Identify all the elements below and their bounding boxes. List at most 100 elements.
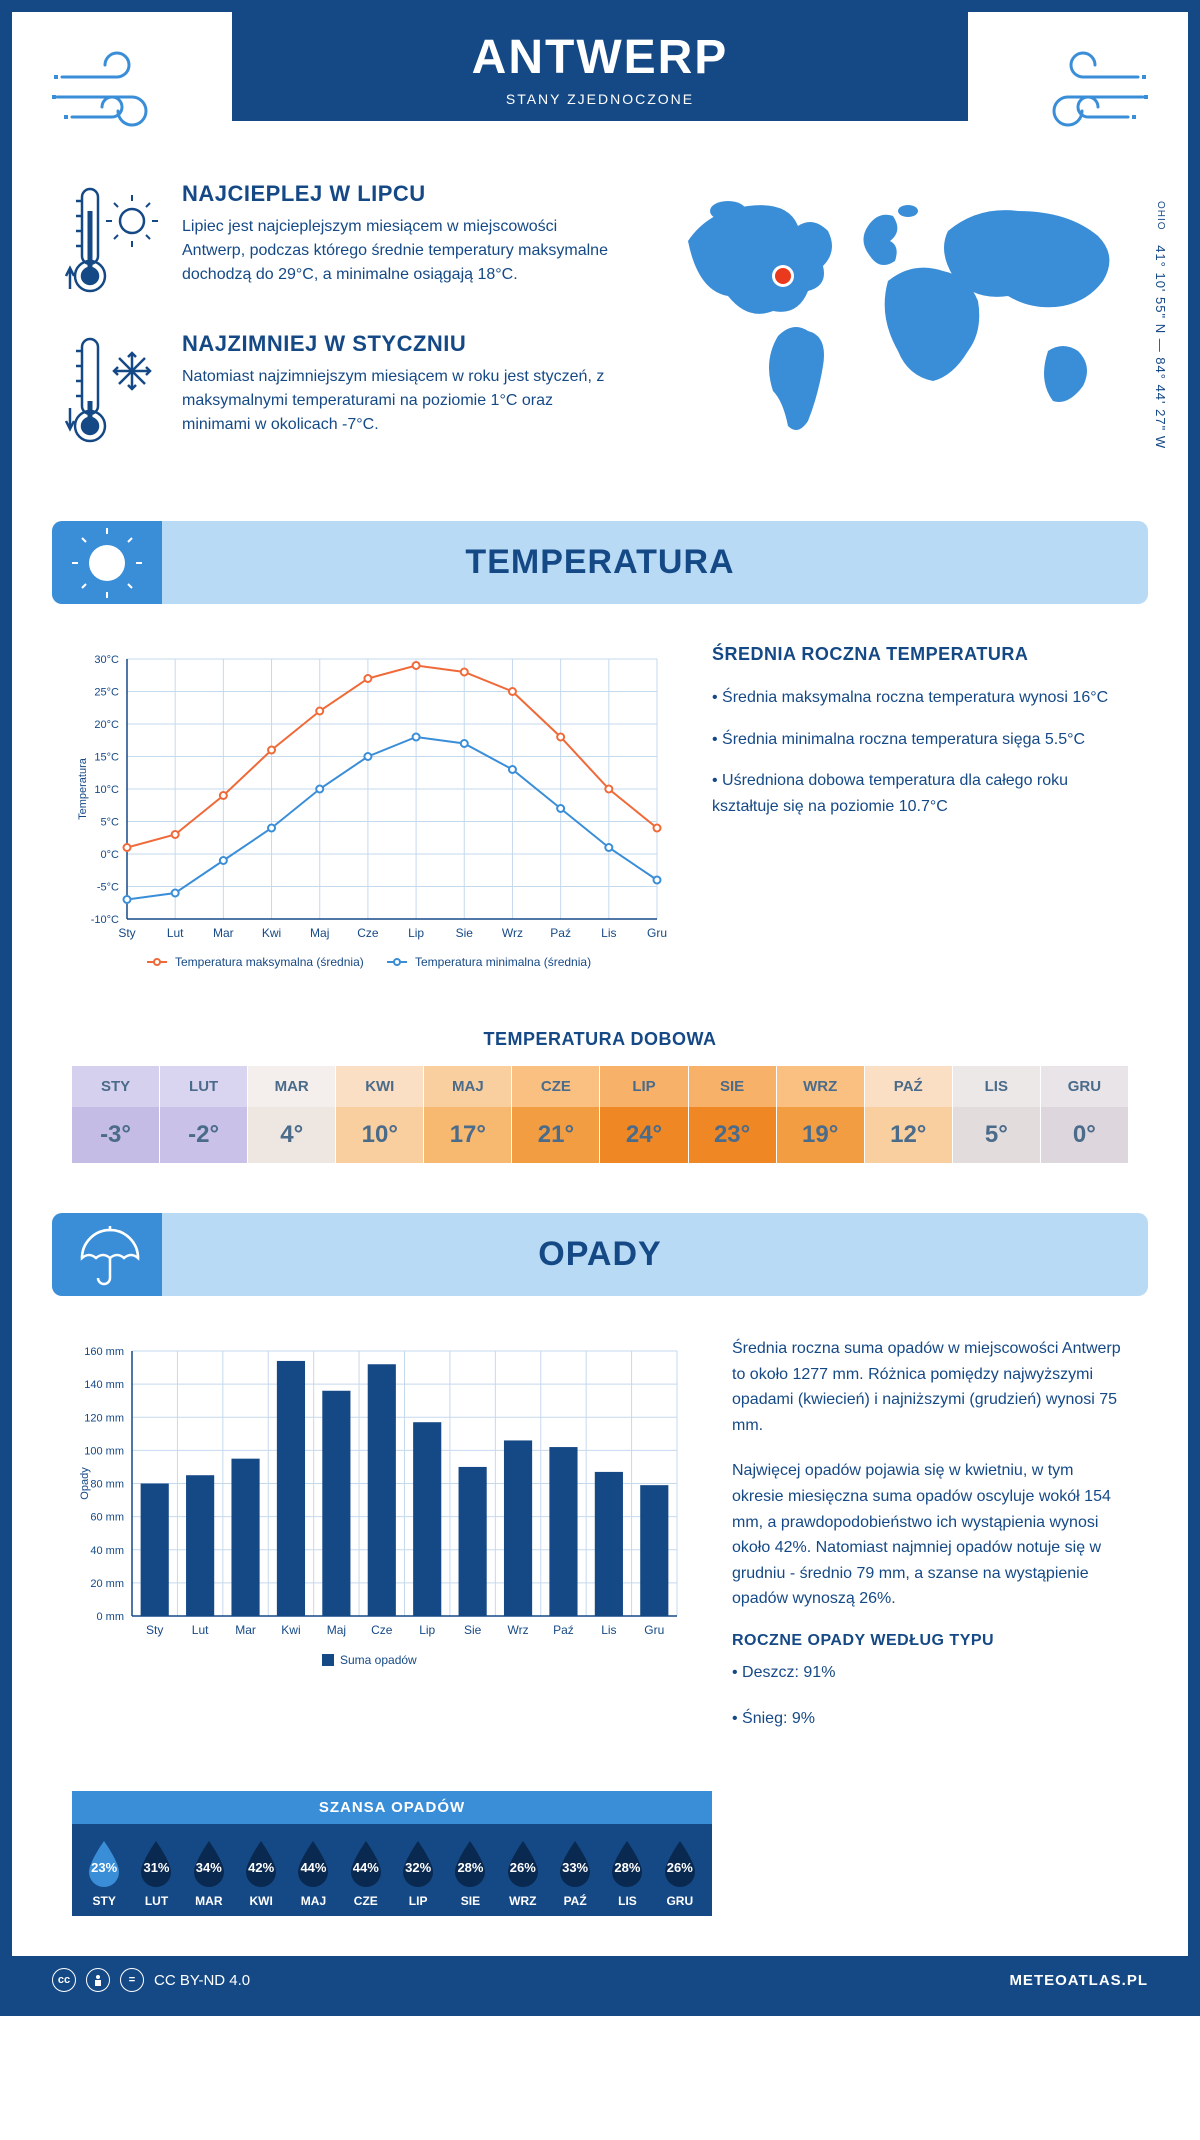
svg-text:-10°C: -10°C	[91, 914, 119, 926]
svg-text:Temperatura: Temperatura	[77, 757, 89, 820]
coordinates: OHIO 41° 10' 55" N — 84° 44' 27" W	[1153, 201, 1168, 449]
precipitation-info: Średnia roczna suma opadów w miejscowośc…	[732, 1336, 1128, 1751]
sun-icon	[52, 521, 162, 604]
svg-text:0°C: 0°C	[101, 849, 120, 861]
chance-cell: 42% KWI	[237, 1838, 285, 1908]
coldest-title: NAJZIMNIEJ W STYCZNIU	[182, 331, 618, 357]
title-banner: ANTWERP STANY ZJEDNOCZONE	[232, 12, 968, 121]
thermometer-cold-icon	[62, 331, 162, 451]
svg-text:5°C: 5°C	[101, 817, 120, 829]
country-subtitle: STANY ZJEDNOCZONE	[252, 91, 948, 107]
chance-cell: 33% PAŹ	[551, 1838, 599, 1908]
chance-cell: 23% STY	[80, 1838, 128, 1908]
svg-text:0 mm: 0 mm	[97, 1611, 125, 1623]
daily-cell: MAJ 17°	[424, 1066, 511, 1163]
world-map-icon	[658, 181, 1138, 461]
thermometer-hot-icon	[62, 181, 162, 301]
svg-text:Paź: Paź	[553, 1623, 574, 1637]
license-text: CC BY-ND 4.0	[154, 1972, 250, 1989]
svg-text:Lut: Lut	[167, 926, 184, 940]
footer: cc = CC BY-ND 4.0 METEOATLAS.PL	[12, 1956, 1188, 2004]
svg-text:Mar: Mar	[235, 1623, 256, 1637]
chance-cell: 44% MAJ	[289, 1838, 337, 1908]
header: ANTWERP STANY ZJEDNOCZONE	[12, 12, 1188, 161]
svg-text:120 mm: 120 mm	[84, 1412, 124, 1424]
daily-cell: STY -3°	[72, 1066, 159, 1163]
chance-cell: 44% CZE	[342, 1838, 390, 1908]
chance-cell: 26% WRZ	[499, 1838, 547, 1908]
svg-text:10°C: 10°C	[94, 784, 119, 796]
precipitation-chance-box: SZANSA OPADÓW 23% STY 31% LUT 34% MAR 42…	[72, 1791, 712, 1916]
wind-swirl-icon	[1008, 42, 1148, 142]
svg-text:Opady: Opady	[79, 1467, 91, 1500]
chance-cell: 28% SIE	[446, 1838, 494, 1908]
svg-text:Sie: Sie	[464, 1623, 482, 1637]
svg-text:Lis: Lis	[601, 926, 616, 940]
warmest-title: NAJCIEPLEJ W LIPCU	[182, 181, 618, 207]
svg-text:Maj: Maj	[327, 1623, 346, 1637]
svg-text:Lip: Lip	[419, 1623, 435, 1637]
svg-text:Cze: Cze	[371, 1623, 393, 1637]
by-icon	[86, 1968, 110, 1992]
svg-text:25°C: 25°C	[94, 687, 119, 699]
svg-text:15°C: 15°C	[94, 752, 119, 764]
chance-cell: 32% LIP	[394, 1838, 442, 1908]
svg-text:Wrz: Wrz	[502, 926, 523, 940]
svg-text:20 mm: 20 mm	[90, 1578, 124, 1590]
svg-text:Temperatura minimalna (średnia: Temperatura minimalna (średnia)	[415, 955, 591, 969]
svg-text:160 mm: 160 mm	[84, 1346, 124, 1358]
intro-section: NAJCIEPLEJ W LIPCU Lipiec jest najcieple…	[12, 161, 1188, 521]
daily-cell: MAR 4°	[248, 1066, 335, 1163]
coldest-text: Natomiast najzimniejszym miesiącem w rok…	[182, 365, 618, 437]
daily-cell: LIS 5°	[953, 1066, 1040, 1163]
daily-cell: GRU 0°	[1041, 1066, 1128, 1163]
svg-text:-5°C: -5°C	[97, 882, 119, 894]
daily-temp-table: STY -3° LUT -2° MAR 4° KWI 10° MAJ 17° C…	[72, 1066, 1128, 1163]
svg-text:60 mm: 60 mm	[90, 1512, 124, 1524]
svg-text:100 mm: 100 mm	[84, 1445, 124, 1457]
svg-text:Lut: Lut	[192, 1623, 209, 1637]
svg-text:Sie: Sie	[456, 926, 474, 940]
svg-text:140 mm: 140 mm	[84, 1379, 124, 1391]
svg-text:80 mm: 80 mm	[90, 1479, 124, 1491]
warmest-text: Lipiec jest najcieplejszym miesiącem w m…	[182, 215, 618, 287]
temperature-info: ŚREDNIA ROCZNA TEMPERATURA • Średnia mak…	[712, 644, 1128, 989]
daily-cell: CZE 21°	[512, 1066, 599, 1163]
section-title: TEMPERATURA	[72, 543, 1128, 582]
svg-text:Suma opadów: Suma opadów	[340, 1653, 417, 1667]
svg-text:Paź: Paź	[550, 926, 571, 940]
svg-text:Wrz: Wrz	[507, 1623, 528, 1637]
daily-cell: LUT -2°	[160, 1066, 247, 1163]
daily-cell: WRZ 19°	[777, 1066, 864, 1163]
svg-text:Gru: Gru	[647, 926, 667, 940]
svg-text:20°C: 20°C	[94, 719, 119, 731]
svg-text:Lip: Lip	[408, 926, 424, 940]
cc-icon: cc	[52, 1968, 76, 1992]
daily-temp-title: TEMPERATURA DOBOWA	[12, 1029, 1188, 1050]
svg-text:Kwi: Kwi	[262, 926, 281, 940]
precipitation-banner: OPADY	[52, 1213, 1148, 1296]
chance-cell: 34% MAR	[185, 1838, 233, 1908]
city-title: ANTWERP	[252, 30, 948, 85]
svg-text:Maj: Maj	[310, 926, 329, 940]
svg-text:40 mm: 40 mm	[90, 1545, 124, 1557]
svg-text:Temperatura maksymalna (średni: Temperatura maksymalna (średnia)	[175, 955, 364, 969]
svg-text:Sty: Sty	[146, 1623, 163, 1637]
svg-text:30°C: 30°C	[94, 654, 119, 666]
precipitation-bar-chart: 0 mm 20 mm 40 mm 60 mm 80 mm 100 mm 120 mm 140 …	[72, 1336, 692, 1751]
map-block: OHIO 41° 10' 55" N — 84° 44' 27" W	[658, 181, 1138, 481]
daily-cell: SIE 23°	[689, 1066, 776, 1163]
temperature-line-chart: -10°C -5°C 0°C 5°C 10°C 15°C 20°C 25°C 30°C Sty Lu…	[72, 644, 672, 989]
chance-cell: 26% GRU	[656, 1838, 704, 1908]
daily-cell: LIP 24°	[600, 1066, 687, 1163]
svg-text:Mar: Mar	[213, 926, 234, 940]
svg-text:Kwi: Kwi	[281, 1623, 300, 1637]
section-title: OPADY	[72, 1235, 1128, 1274]
coldest-block: NAJZIMNIEJ W STYCZNIU Natomiast najzimni…	[62, 331, 618, 451]
svg-text:Sty: Sty	[118, 926, 135, 940]
daily-cell: PAŹ 12°	[865, 1066, 952, 1163]
svg-text:Lis: Lis	[601, 1623, 616, 1637]
site-name: METEOATLAS.PL	[1009, 1972, 1148, 1989]
nd-icon: =	[120, 1968, 144, 1992]
wind-swirl-icon	[52, 42, 192, 142]
